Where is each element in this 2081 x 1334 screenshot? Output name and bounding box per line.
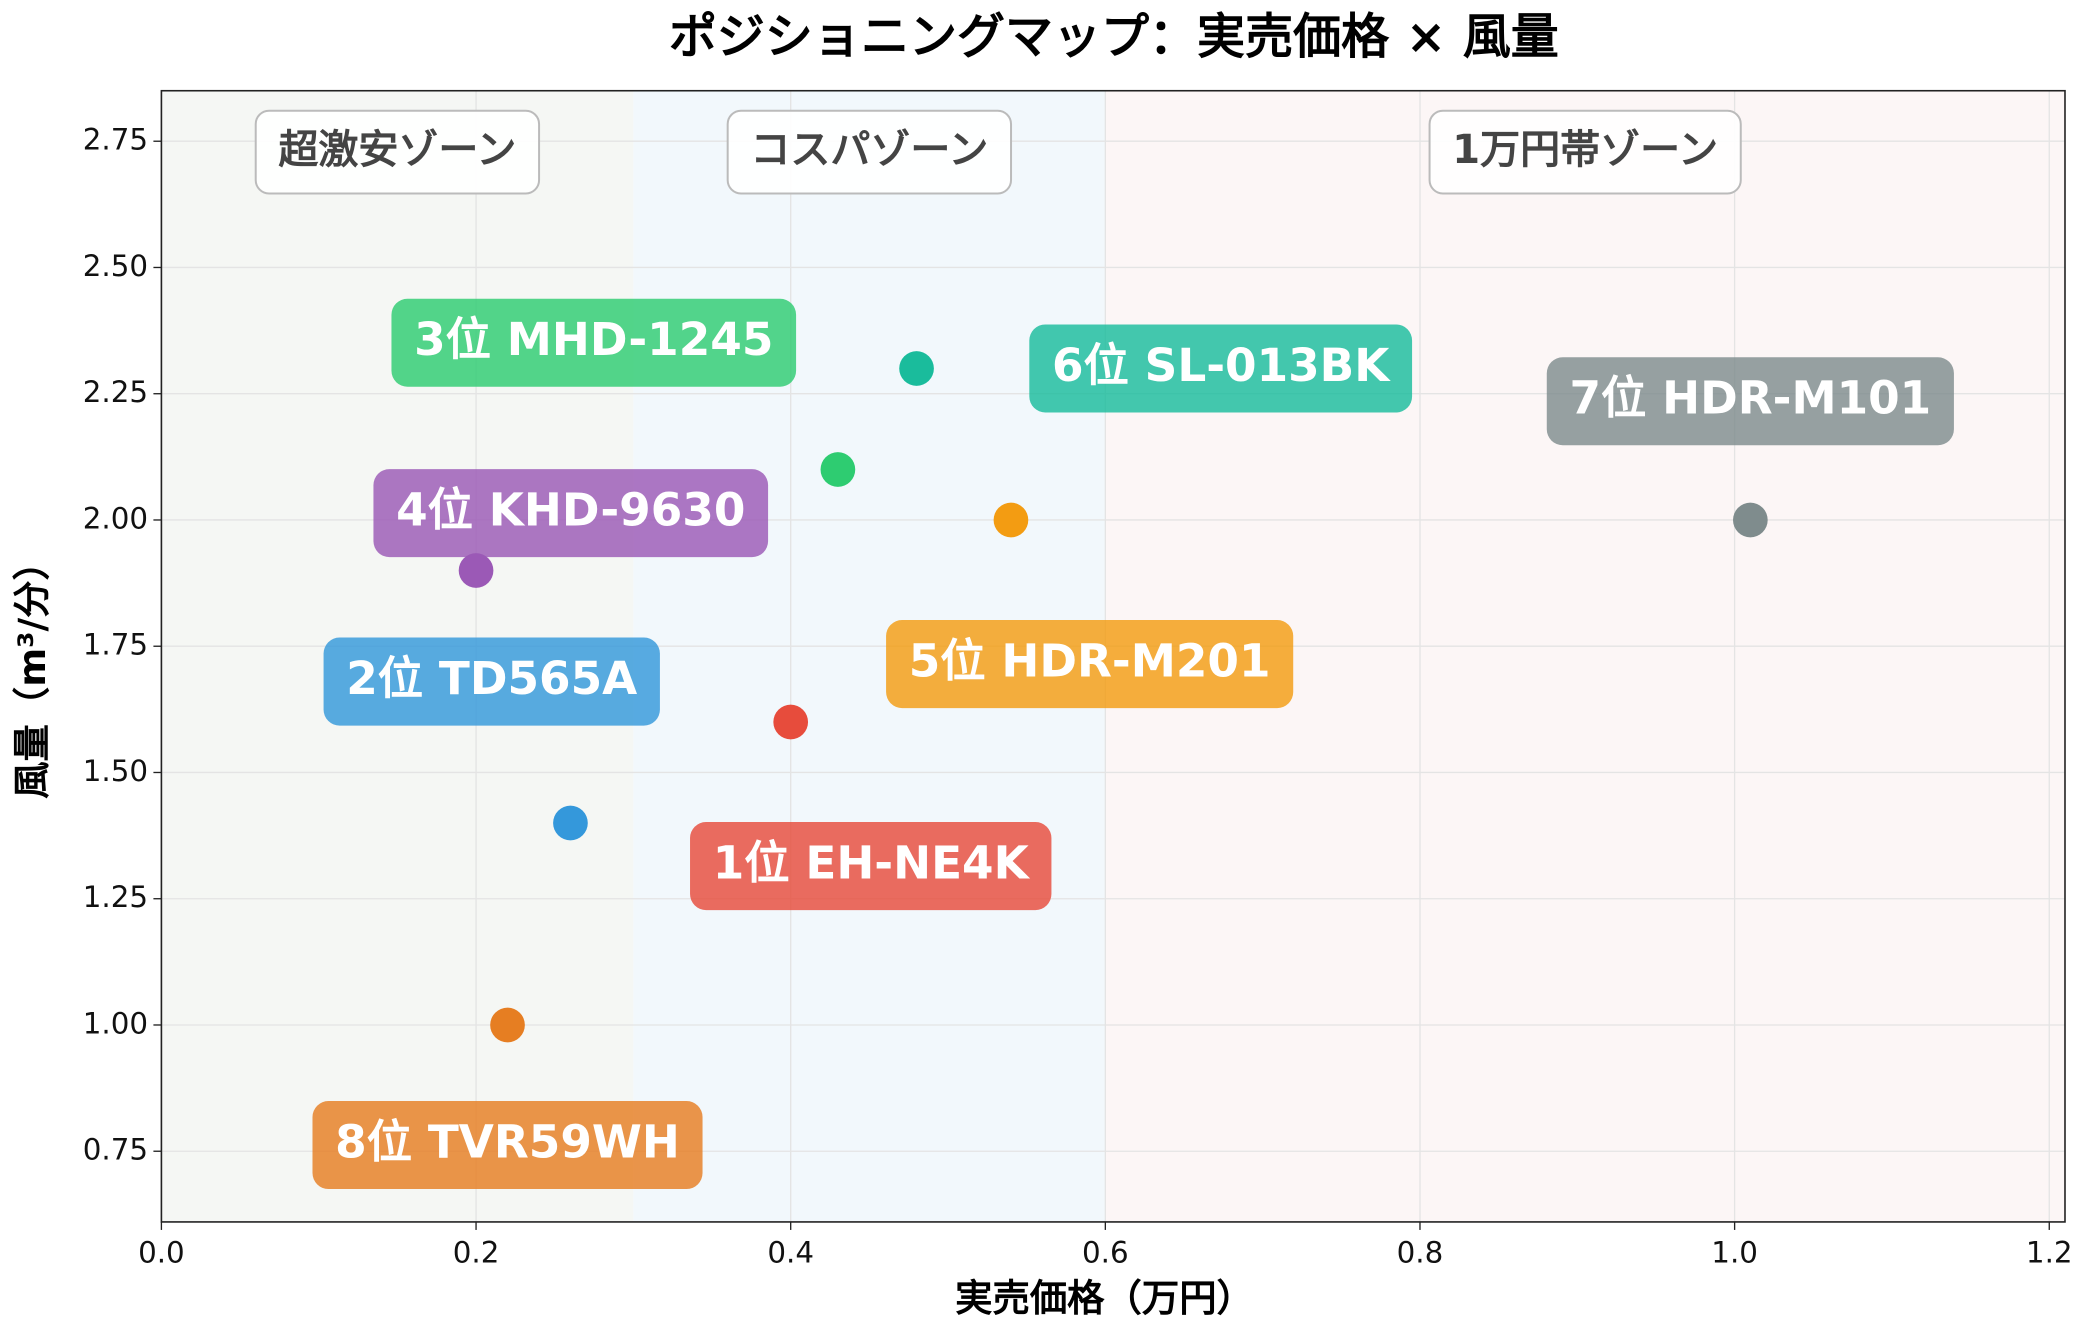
chart-title: ポジショニングマップ：実売価格 × 風量	[669, 9, 1559, 65]
y-tick-label: 0.75	[83, 1133, 148, 1167]
point-label-box	[373, 469, 769, 558]
x-axis-label: 実売価格（万円）	[955, 1276, 1254, 1320]
y-tick-label: 1.50	[83, 754, 148, 788]
point-label: 3位 MHD-1245	[414, 313, 773, 366]
point-label: 4位 KHD-9630	[396, 484, 745, 537]
plot-frame	[160, 89, 2066, 1223]
y-tick-label: 2.25	[83, 375, 148, 409]
x-tick-label: 0.2	[453, 1235, 500, 1269]
zone-label-box	[1428, 109, 1742, 195]
point-label: 8位 TVR59WH	[335, 1116, 680, 1169]
zone-label: 超激安ゾーン	[278, 127, 516, 173]
y-axis-label: 風量（m³/分）	[10, 543, 54, 799]
x-tick-label: 1.0	[1711, 1235, 1758, 1269]
point-label-box	[312, 1101, 703, 1190]
zone-label: 1万円帯ゾーン	[1452, 127, 1718, 173]
point	[1733, 502, 1768, 538]
y-tick-label: 1.75	[83, 628, 148, 662]
point	[458, 553, 494, 588]
x-tick-label: 0.6	[1082, 1235, 1129, 1269]
point-label-box	[886, 620, 1294, 709]
point-label: 7位 HDR-M101	[1569, 372, 1931, 425]
point	[820, 452, 856, 487]
zone-label: コスパゾーン	[750, 127, 988, 173]
point	[993, 502, 1029, 538]
x-tick-label: 0.0	[138, 1235, 185, 1269]
zone-label-box	[726, 109, 1013, 195]
x-tick-label: 0.4	[767, 1235, 814, 1269]
point-label: 1位 EH-NE4K	[713, 837, 1031, 890]
point	[899, 351, 934, 386]
point-label-box	[1546, 357, 1954, 446]
point-label-box	[690, 822, 1052, 911]
x-tick-label: 0.8	[1397, 1235, 1444, 1269]
y-tick-label: 2.50	[83, 249, 148, 283]
point	[773, 704, 809, 740]
point-label-box	[391, 298, 797, 387]
point-label: 6位 SL-013BK	[1052, 339, 1391, 392]
y-tick-label: 2.75	[83, 123, 148, 157]
x-tick-label: 1.2	[2026, 1235, 2073, 1269]
point-label-box	[1029, 324, 1413, 413]
point-label: 5位 HDR-M201	[909, 635, 1271, 688]
point	[490, 1007, 525, 1043]
point-label-box	[323, 637, 660, 726]
zone-label-box	[254, 109, 541, 195]
y-tick-label: 2.00	[83, 501, 148, 535]
y-tick-label: 1.00	[83, 1006, 148, 1040]
point-label: 2位 TD565A	[346, 652, 637, 705]
y-tick-label: 1.25	[83, 880, 148, 914]
point	[553, 805, 588, 841]
